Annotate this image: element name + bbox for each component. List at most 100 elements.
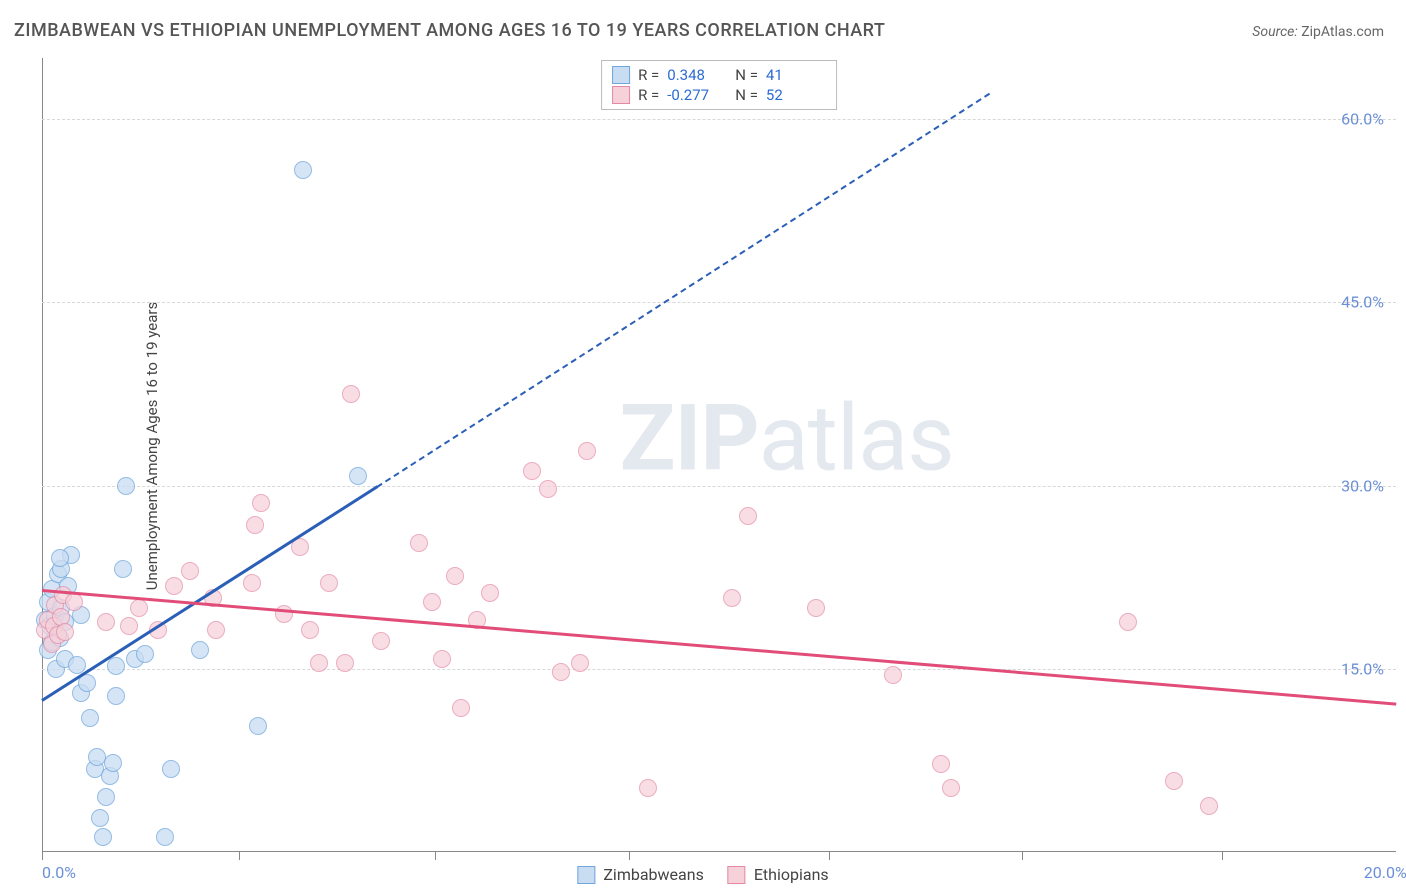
scatter-point: [310, 654, 328, 672]
scatter-point: [114, 560, 132, 578]
scatter-point: [117, 477, 135, 495]
y-tick-label: 60.0%: [1341, 110, 1384, 129]
source-attribution: Source: ZipAtlas.com: [1252, 24, 1384, 40]
n-label: N =: [735, 86, 758, 104]
scatter-point: [372, 632, 390, 650]
legend-swatch: [612, 66, 630, 84]
y-axis-line: [42, 58, 43, 852]
scatter-point: [181, 562, 199, 580]
scatter-point: [294, 161, 312, 179]
legend-swatch: [728, 866, 746, 884]
scatter-point: [723, 589, 741, 607]
scatter-point: [249, 717, 267, 735]
scatter-point: [739, 507, 757, 525]
scatter-point: [1200, 797, 1218, 815]
scatter-point: [97, 788, 115, 806]
scatter-point: [942, 779, 960, 797]
n-value: 41: [766, 66, 826, 84]
scatter-point: [639, 779, 657, 797]
x-axis-line: [42, 851, 1396, 852]
scatter-point: [433, 650, 451, 668]
legend-swatch: [612, 86, 630, 104]
y-tick-label: 30.0%: [1341, 476, 1384, 495]
chart-title: ZIMBABWEAN VS ETHIOPIAN UNEMPLOYMENT AMO…: [14, 20, 885, 41]
scatter-point: [807, 599, 825, 617]
scatter-point: [342, 385, 360, 403]
x-tick: [1022, 852, 1023, 860]
scatter-point: [523, 462, 541, 480]
scatter-point: [320, 574, 338, 592]
x-tick-label: 20.0%: [1364, 863, 1406, 882]
scatter-point: [932, 755, 950, 773]
gridline: [42, 302, 1396, 303]
legend-item: Ethiopians: [728, 865, 829, 884]
y-tick-label: 15.0%: [1341, 659, 1384, 678]
x-tick: [629, 852, 630, 860]
scatter-point: [91, 809, 109, 827]
x-tick: [1222, 852, 1223, 860]
scatter-point: [452, 699, 470, 717]
scatter-point: [56, 623, 74, 641]
scatter-point: [275, 605, 293, 623]
gridline: [42, 669, 1396, 670]
scatter-point: [410, 534, 428, 552]
trend-line: [42, 589, 1396, 706]
scatter-point: [156, 828, 174, 846]
legend-swatch: [577, 866, 595, 884]
legend-label: Zimbabweans: [603, 865, 703, 884]
scatter-point: [578, 442, 596, 460]
scatter-point: [884, 666, 902, 684]
gridline: [42, 119, 1396, 120]
scatter-point: [94, 828, 112, 846]
n-value: 52: [766, 86, 826, 104]
chart-container: ZIMBABWEAN VS ETHIOPIAN UNEMPLOYMENT AMO…: [0, 0, 1406, 892]
scatter-point: [97, 613, 115, 631]
source-value: ZipAtlas.com: [1301, 24, 1384, 40]
scatter-point: [423, 593, 441, 611]
series-legend: Zimbabweans Ethiopians: [577, 865, 828, 884]
scatter-point: [120, 617, 138, 635]
scatter-point: [1165, 772, 1183, 790]
scatter-point: [136, 645, 154, 663]
gridline: [42, 486, 1396, 487]
legend-item: Zimbabweans: [577, 865, 703, 884]
legend-label: Ethiopians: [754, 865, 829, 884]
scatter-point: [130, 599, 148, 617]
correlation-legend: R = 0.348 N = 41 R = -0.277 N = 52: [601, 60, 837, 110]
scatter-point: [252, 494, 270, 512]
y-tick-label: 45.0%: [1341, 293, 1384, 312]
scatter-point: [539, 480, 557, 498]
scatter-point: [207, 621, 225, 639]
legend-row: R = 0.348 N = 41: [612, 65, 826, 85]
scatter-point: [246, 516, 264, 534]
x-tick-label: 0.0%: [42, 863, 76, 882]
scatter-point: [51, 549, 69, 567]
scatter-point: [243, 574, 261, 592]
x-tick: [829, 852, 830, 860]
scatter-point: [107, 687, 125, 705]
x-tick: [42, 852, 43, 860]
r-label: R =: [638, 86, 659, 104]
n-label: N =: [735, 66, 758, 84]
r-label: R =: [638, 66, 659, 84]
scatter-point: [446, 567, 464, 585]
legend-row: R = -0.277 N = 52: [612, 85, 826, 105]
scatter-point: [336, 654, 354, 672]
scatter-point: [165, 577, 183, 595]
r-value: 0.348: [667, 66, 727, 84]
scatter-point: [552, 663, 570, 681]
r-value: -0.277: [667, 86, 727, 104]
scatter-point: [571, 654, 589, 672]
scatter-point: [81, 709, 99, 727]
scatter-point: [162, 760, 180, 778]
scatter-point: [191, 641, 209, 659]
scatter-point: [107, 657, 125, 675]
scatter-point: [481, 584, 499, 602]
plot-area: ZIPatlas R =0.348N =41R =-0.277N =52 15.…: [42, 58, 1396, 852]
scatter-point: [349, 467, 367, 485]
trend-line-dashed: [377, 92, 991, 487]
x-tick: [239, 852, 240, 860]
scatter-point: [301, 621, 319, 639]
x-tick: [435, 852, 436, 860]
scatter-point: [104, 754, 122, 772]
